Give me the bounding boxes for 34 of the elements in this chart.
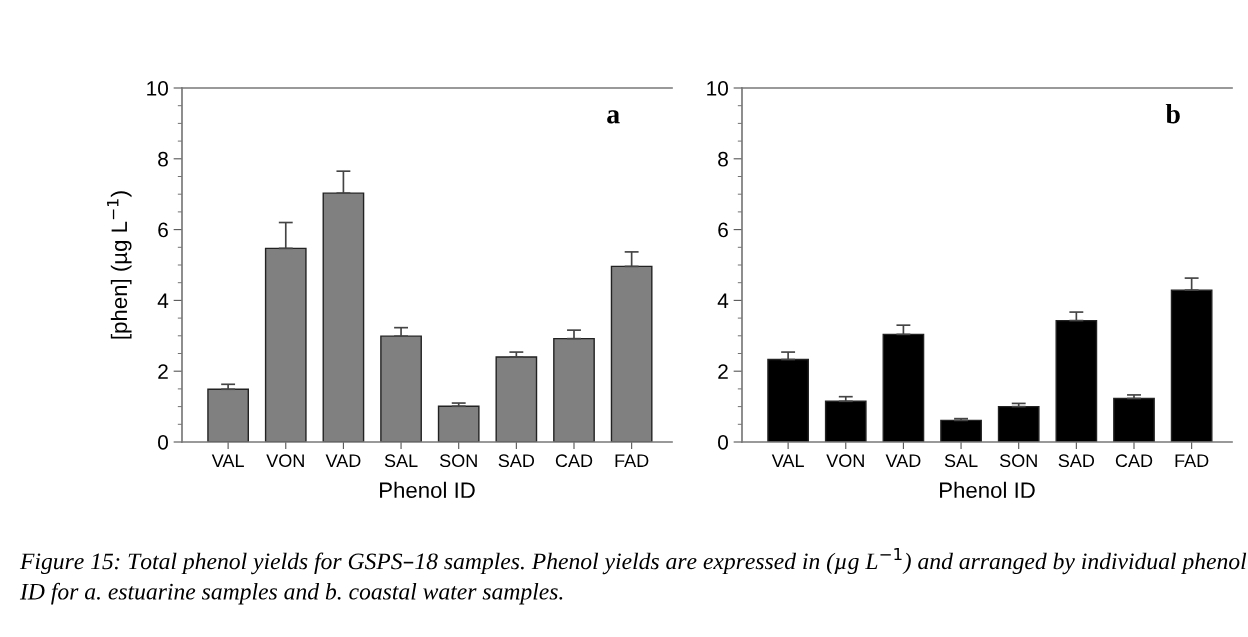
x-tick-label: VAL	[211, 454, 244, 467]
y-tick-label: 2	[718, 364, 728, 379]
y-tick-label: 0	[718, 435, 728, 450]
y-tick-label: 2	[158, 364, 168, 379]
y-tick-label: 4	[717, 293, 729, 308]
x-tick-label: SON	[999, 454, 1037, 468]
x-tick-label: VAL	[771, 454, 804, 467]
x-tick-label: VON	[266, 454, 304, 468]
x-tick-label: SAD	[498, 454, 535, 468]
y-tick-label: 6	[158, 222, 168, 238]
x-tick-label: VAD	[885, 454, 921, 467]
y-axis-title: [phen] (µg L$^{−1}$)	[107, 191, 132, 339]
x-tick-label: CAD	[1115, 454, 1153, 468]
y-tick-label: 8	[718, 151, 728, 167]
x-tick-label: SAD	[1058, 454, 1095, 468]
text: Figure 15: Total phenol yields for GSPS–18 samples. Phenol yields are expressed in (µg L$^{−1}$) and arranged by individual phenol ID for a. estuarine samples and b. coastal water samples.	[19, 548, 1247, 605]
chart-title: b	[1165, 103, 1180, 124]
x-tick-label: VON	[826, 454, 864, 468]
x-tick-label: FAD	[615, 454, 649, 467]
x-tick-label: CAD	[555, 454, 593, 468]
x-tick-label: FAD	[1175, 454, 1209, 467]
y-tick-label: 4	[157, 293, 169, 308]
x-tick-label: VAD	[325, 454, 361, 467]
y-tick-label: 8	[158, 151, 168, 167]
y-tick-label: 10	[707, 81, 728, 96]
x-axis-title: Phenol ID	[380, 481, 475, 499]
x-tick-label: SAL	[944, 454, 978, 468]
x-axis-title: Phenol ID	[940, 481, 1035, 499]
x-tick-label: SON	[439, 454, 477, 468]
y-tick-label: 10	[147, 81, 168, 96]
x-tick-label: SAL	[384, 454, 418, 468]
y-tick-label: 0	[158, 435, 168, 450]
text: a	[607, 110, 620, 124]
y-tick-label: 6	[718, 222, 728, 238]
